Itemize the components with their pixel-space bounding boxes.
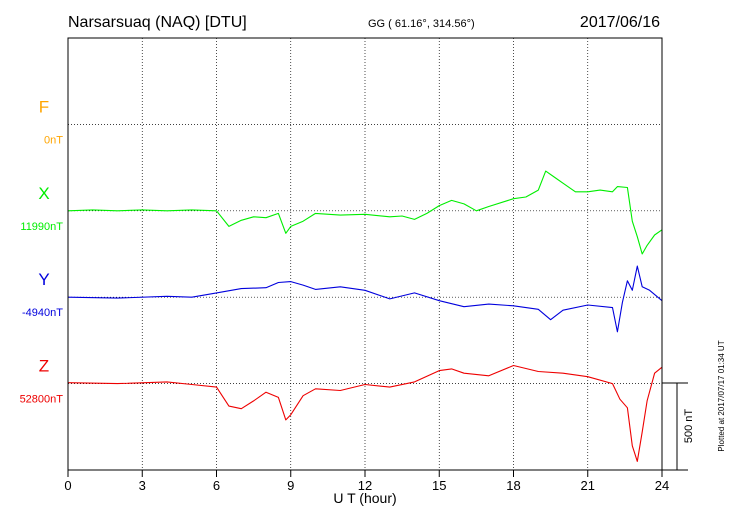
date-label: 2017/06/16 [580,14,660,31]
x-tick-label: 12 [358,478,372,493]
x-axis-label: U T (hour) [333,490,396,506]
traces [67,170,663,462]
x-tick-label: 21 [581,478,595,493]
series-baseline-f: 0nT [44,134,63,146]
series-baseline-x: 11990nT [20,221,63,233]
series-name-y: Y [38,270,49,289]
series-baseline-y: -4940nT [22,307,63,319]
x-tick-label: 3 [139,478,146,493]
scale-bar-label: 500 nT [683,409,695,444]
x-tick-label: 6 [213,478,220,493]
trace-y [67,265,663,333]
series-baseline-z: 52800nT [20,394,64,406]
x-tick-label: 24 [655,478,669,493]
x-tick-label: 15 [432,478,446,493]
station-title: Narsarsuaq (NAQ) [DTU] [68,14,247,31]
plotted-timestamp: Plotted at 2017/07/17 01:34 UT [717,340,726,451]
series-name-f: F [39,97,49,116]
coordinates-label: GG ( 61.16°, 314.56°) [368,18,475,30]
x-axis: 0 3 6 9 12 15 18 21 24 [64,470,669,493]
x-tick-label: 9 [287,478,294,493]
trace-z [67,364,663,462]
scale-bar: 500 nT [662,382,695,471]
series-name-z: Z [39,357,49,376]
trace-x [67,170,663,255]
grid [68,38,662,470]
x-tick-label: 18 [506,478,520,493]
x-tick-label: 0 [64,478,71,493]
series-labels: F 0nT X 11990nT Y -4940nT Z 52800nT [20,97,64,405]
series-name-x: X [38,184,49,203]
